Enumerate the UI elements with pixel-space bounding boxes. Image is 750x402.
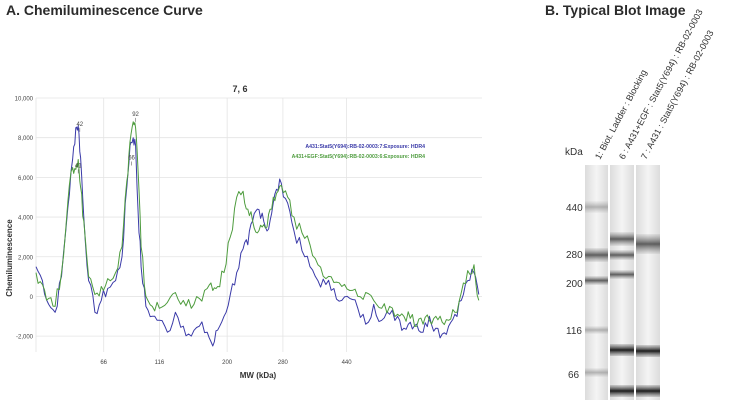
y-tick-label: 2,000 bbox=[18, 255, 34, 261]
y-tick-label: -2,000 bbox=[16, 335, 34, 341]
marker-label-66: 66 bbox=[568, 370, 580, 381]
series-line-1 bbox=[35, 125, 480, 347]
y-tick-label: 10,000 bbox=[15, 97, 34, 103]
chart-title: 7, 6 bbox=[232, 84, 247, 94]
grid bbox=[35, 97, 482, 352]
x-tick-label: 440 bbox=[342, 360, 353, 366]
series-line-2 bbox=[35, 121, 480, 327]
annotation-label: 92 bbox=[132, 112, 139, 118]
blot-image: kDa 440 280 200 116 66 1: Biot. Ladder :… bbox=[565, 8, 716, 400]
marker-label-440: 440 bbox=[566, 203, 583, 214]
x-tick-label: 200 bbox=[222, 360, 233, 366]
y-axis-label: Chemiluminescence bbox=[5, 219, 14, 297]
annotation-label: 41 bbox=[75, 163, 82, 169]
marker-label-280: 280 bbox=[566, 250, 583, 261]
y-tick-label: 8,000 bbox=[18, 136, 34, 142]
series-lines bbox=[35, 121, 480, 347]
y-tick-label: 4,000 bbox=[18, 216, 34, 222]
x-tick-label: 280 bbox=[278, 360, 289, 366]
x-axis-label: MW (kDa) bbox=[240, 371, 277, 380]
panel-a-title: A. Chemiluminescence Curve bbox=[6, 2, 203, 18]
annotation-label: 42 bbox=[76, 122, 83, 128]
marker-label-116: 116 bbox=[566, 326, 582, 337]
x-tick-label: 116 bbox=[155, 360, 165, 366]
chemiluminescence-chart: 7, 6 Chemiluminescence MW (kDa) -2,000 0 2… bbox=[5, 84, 482, 380]
lane-6 bbox=[610, 165, 634, 400]
annotation-label: 66 bbox=[128, 156, 135, 162]
lane-1 bbox=[585, 165, 608, 400]
legend: A431:Stat5(Y694):RB-02-0003:7:Exposure: … bbox=[292, 144, 425, 160]
marker-label-200: 200 bbox=[566, 279, 583, 290]
y-tick-label: 6,000 bbox=[18, 176, 34, 182]
peak-annotations: 42 41 92 66 bbox=[75, 112, 140, 174]
legend-entry: A431:Stat5(Y694):RB-02-0003:7:Exposure: … bbox=[305, 144, 425, 150]
legend-entry: A431+EGF:Stat5(Y694):RB-02-0003:6:Exposu… bbox=[292, 154, 425, 160]
tick-labels: -2,000 0 2,000 4,000 6,000 8,000 10,000 66 116 20… bbox=[15, 97, 353, 367]
y-tick-label: 0 bbox=[30, 295, 34, 301]
x-tick-label: 66 bbox=[100, 360, 107, 366]
kda-unit-label: kDa bbox=[565, 147, 583, 158]
lane-7 bbox=[636, 165, 660, 400]
panel-b-title: B. Typical Blot Image bbox=[545, 2, 686, 18]
